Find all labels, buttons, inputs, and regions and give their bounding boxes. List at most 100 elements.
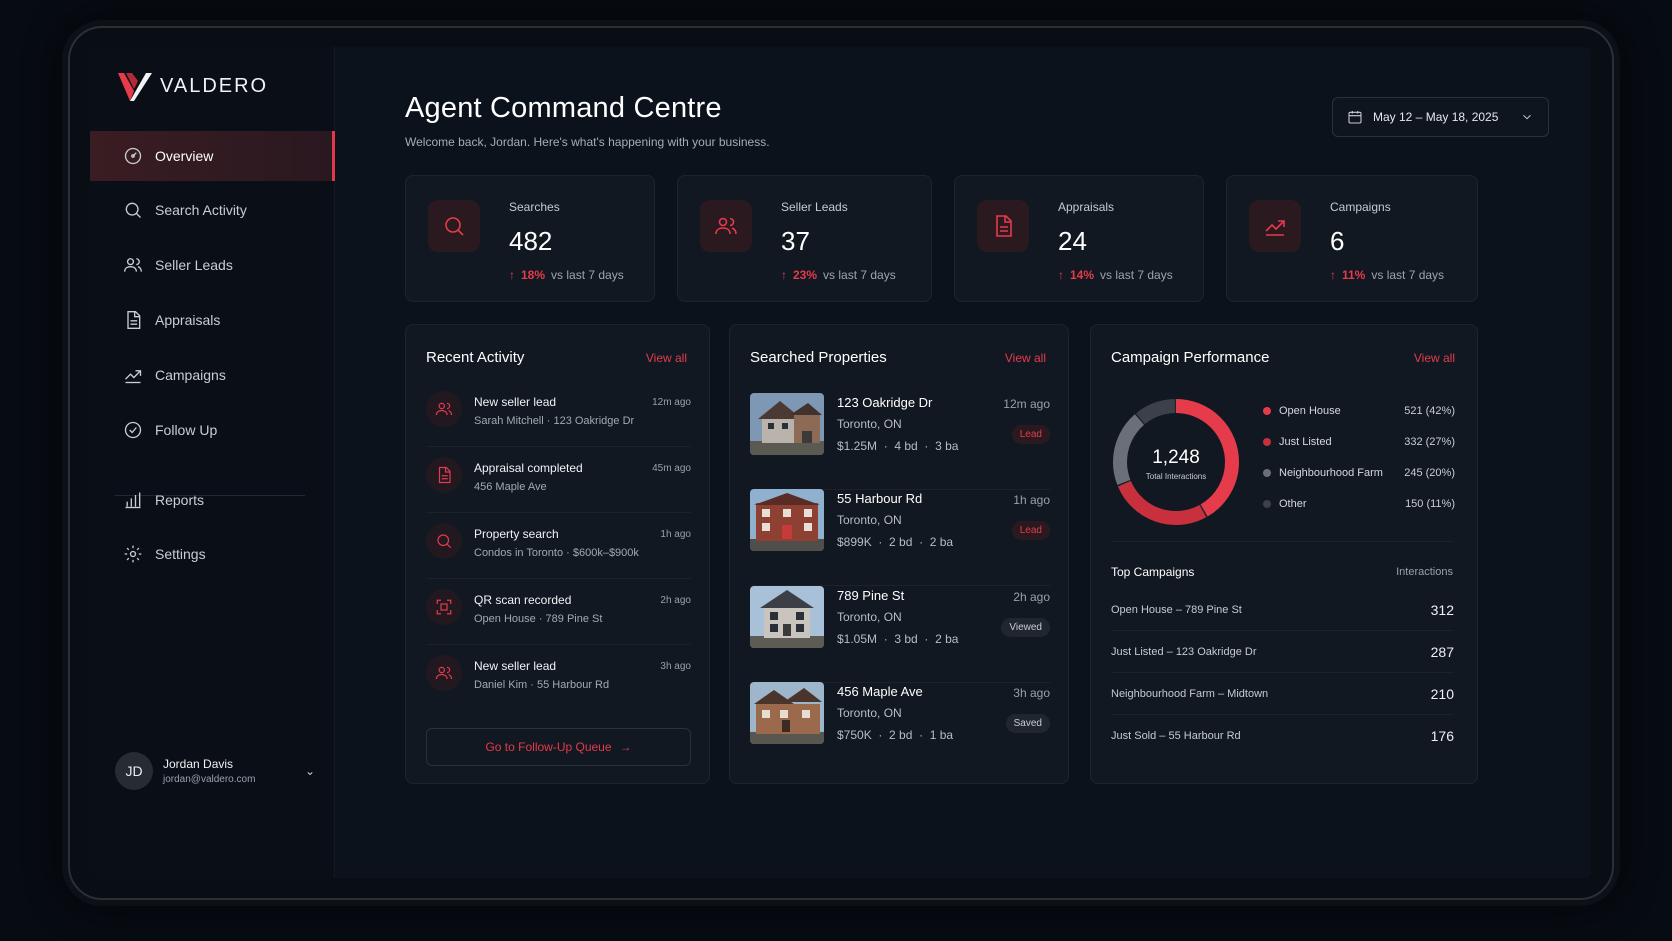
campaign-name: Open House – 789 Pine St bbox=[1111, 603, 1242, 616]
activity-sub: Daniel Kim · 55 Harbour Rd bbox=[474, 679, 610, 691]
activity-item[interactable]: New seller lead Sarah Mitchell · 123 Oak… bbox=[426, 381, 691, 447]
activity-item[interactable]: Appraisal completed 456 Maple Ave 45m ag… bbox=[426, 447, 691, 513]
chevron-down-icon[interactable]: ⌄ bbox=[304, 764, 315, 778]
sidebar-divider bbox=[115, 495, 305, 496]
brand-logo[interactable]: VALDERO bbox=[116, 69, 268, 103]
sidebar-item-follow-up[interactable]: Follow Up bbox=[90, 405, 335, 455]
activity-sub: Sarah Mitchell · 123 Oakridge Dr bbox=[474, 415, 635, 427]
campaign-row[interactable]: Open House – 789 Pine St 312 bbox=[1111, 589, 1454, 631]
document-icon bbox=[127, 311, 141, 329]
campaign-row[interactable]: Neighbourhood Farm – Midtown 210 bbox=[1111, 673, 1454, 715]
arrow-up-icon: ↑ bbox=[781, 268, 787, 282]
card-title: Recent Activity bbox=[426, 349, 525, 366]
view-all-link[interactable]: View all bbox=[1413, 351, 1455, 365]
property-baths: 3 ba bbox=[935, 439, 959, 453]
sidebar-item-overview[interactable]: Overview bbox=[90, 131, 335, 181]
sidebar-item-label: Appraisals bbox=[155, 312, 221, 328]
activity-time: 3h ago bbox=[660, 661, 691, 672]
property-city: Toronto, ON bbox=[837, 706, 902, 720]
stat-delta-pct: 11% bbox=[1342, 268, 1366, 282]
campaign-row[interactable]: Just Listed – 123 Oakridge Dr 287 bbox=[1111, 631, 1454, 673]
activity-time: 1h ago bbox=[660, 529, 691, 540]
stat-value: 24 bbox=[1058, 226, 1087, 256]
property-price: $1.25M bbox=[837, 439, 878, 453]
activity-item[interactable]: QR scan recorded Open House · 789 Pine S… bbox=[426, 579, 691, 645]
date-range-picker[interactable]: May 12 – May 18, 2025 bbox=[1332, 97, 1549, 137]
stat-value: 482 bbox=[509, 226, 553, 256]
donut-total: 1,248 bbox=[1152, 447, 1200, 468]
property-price: $1.05M bbox=[837, 632, 878, 646]
stat-delta-text: vs last 7 days bbox=[823, 268, 896, 282]
top-campaigns-title: Top Campaigns bbox=[1111, 565, 1195, 579]
follow-up-queue-button[interactable]: Go to Follow-Up Queue → bbox=[426, 728, 691, 766]
sidebar-item-seller-leads[interactable]: Seller Leads bbox=[90, 240, 335, 290]
property-time: 3h ago bbox=[1013, 686, 1050, 700]
property-item[interactable]: 456 Maple Ave Toronto, ON $750K · 2 bd ·… bbox=[750, 682, 1050, 779]
legend-item: Just Listed 332 (27%) bbox=[1263, 436, 1455, 448]
sidebar-item-appraisals[interactable]: Appraisals bbox=[90, 295, 335, 345]
stat-card-campaigns[interactable]: Campaigns 6 ↑ 11% vs last 7 days bbox=[1226, 175, 1478, 302]
property-name: 123 Oakridge Dr bbox=[837, 395, 933, 410]
property-city: Toronto, ON bbox=[837, 417, 902, 431]
check-circle-icon bbox=[124, 421, 142, 439]
activity-sub: Condos in Toronto · $600k–$900k bbox=[474, 547, 639, 559]
sidebar-item-search-activity[interactable]: Search Activity bbox=[90, 185, 335, 235]
valdero-logo-icon bbox=[118, 73, 152, 101]
activity-time: 2h ago bbox=[660, 595, 691, 606]
users-icon bbox=[426, 655, 462, 691]
activity-item[interactable]: New seller lead Daniel Kim · 55 Harbour … bbox=[426, 645, 691, 711]
user-email: jordan@valdero.com bbox=[163, 774, 256, 785]
sidebar-item-label: Reports bbox=[155, 492, 205, 508]
chevron-down-icon bbox=[1523, 114, 1531, 120]
property-item[interactable]: 789 Pine St Toronto, ON $1.05M · 3 bd · … bbox=[750, 586, 1050, 683]
stat-label: Appraisals bbox=[1058, 200, 1115, 214]
campaign-row[interactable]: Just Sold – 55 Harbour Rd 176 bbox=[1111, 715, 1454, 757]
property-beds: 4 bd bbox=[894, 439, 918, 453]
property-item[interactable]: 123 Oakridge Dr Toronto, ON $1.25M · 4 b… bbox=[750, 393, 1050, 490]
view-all-link[interactable]: View all bbox=[645, 351, 687, 365]
activity-title: Appraisal completed bbox=[474, 461, 583, 475]
stat-icon-wrap bbox=[700, 200, 752, 252]
sidebar-item-reports[interactable]: Reports bbox=[90, 475, 335, 525]
house-photo-thumbnail bbox=[750, 489, 824, 551]
sidebar-item-label: Seller Leads bbox=[155, 257, 233, 273]
property-name: 55 Harbour Rd bbox=[837, 491, 923, 506]
legend-value: 521 (42%) bbox=[1404, 405, 1455, 417]
donut-segment-2 bbox=[1113, 399, 1239, 525]
donut-center bbox=[1130, 416, 1222, 508]
app-screen: VALDERO Overview Search Activity Seller … bbox=[90, 47, 1591, 878]
calendar-icon bbox=[1348, 111, 1362, 124]
stat-delta-pct: 23% bbox=[793, 268, 818, 282]
legend-label: Neighbourhood Farm bbox=[1279, 467, 1383, 479]
legend-label: Other bbox=[1279, 498, 1307, 510]
stat-card-searches[interactable]: Searches 482 ↑ 18% vs last 7 days bbox=[405, 175, 655, 302]
activity-item[interactable]: Property search Condos in Toronto · $600… bbox=[426, 513, 691, 579]
overview-icon bbox=[124, 147, 142, 165]
arrow-up-icon: ↑ bbox=[1058, 268, 1064, 282]
search-icon bbox=[426, 523, 462, 559]
donut-total-label: Total Interactions bbox=[1146, 472, 1206, 481]
top-campaigns-column: Interactions bbox=[1396, 566, 1453, 578]
stat-delta: ↑ 23% vs last 7 days bbox=[781, 268, 896, 282]
users-icon bbox=[715, 217, 737, 235]
legend-item: Open House 521 (42%) bbox=[1263, 405, 1455, 417]
property-city: Toronto, ON bbox=[837, 513, 902, 527]
stat-card-seller-leads[interactable]: Seller Leads 37 ↑ 23% vs last 7 days bbox=[677, 175, 932, 302]
divider bbox=[1111, 541, 1454, 542]
brand-name: VALDERO bbox=[160, 74, 269, 97]
stat-delta: ↑ 11% vs last 7 days bbox=[1330, 268, 1444, 282]
property-beds: 2 bd bbox=[889, 728, 913, 742]
house-photo-thumbnail bbox=[750, 682, 824, 744]
sidebar-item-settings[interactable]: Settings bbox=[90, 529, 335, 579]
stat-delta-pct: 14% bbox=[1070, 268, 1095, 282]
stat-card-appraisals[interactable]: Appraisals 24 ↑ 14% vs last 7 days bbox=[954, 175, 1204, 302]
user-menu[interactable]: JD Jordan Davis jordan@valdero.com ⌄ bbox=[115, 752, 315, 790]
campaign-value: 287 bbox=[1430, 643, 1454, 660]
activity-sub: 456 Maple Ave bbox=[474, 481, 547, 493]
view-all-link[interactable]: View all bbox=[1004, 351, 1046, 365]
property-item[interactable]: 55 Harbour Rd Toronto, ON $899K · 2 bd ·… bbox=[750, 489, 1050, 586]
sidebar-item-campaigns[interactable]: Campaigns bbox=[90, 350, 335, 400]
legend-dot bbox=[1263, 438, 1271, 446]
property-meta: $750K · 2 bd · 1 ba bbox=[837, 728, 954, 742]
property-baths: 2 ba bbox=[929, 535, 954, 549]
